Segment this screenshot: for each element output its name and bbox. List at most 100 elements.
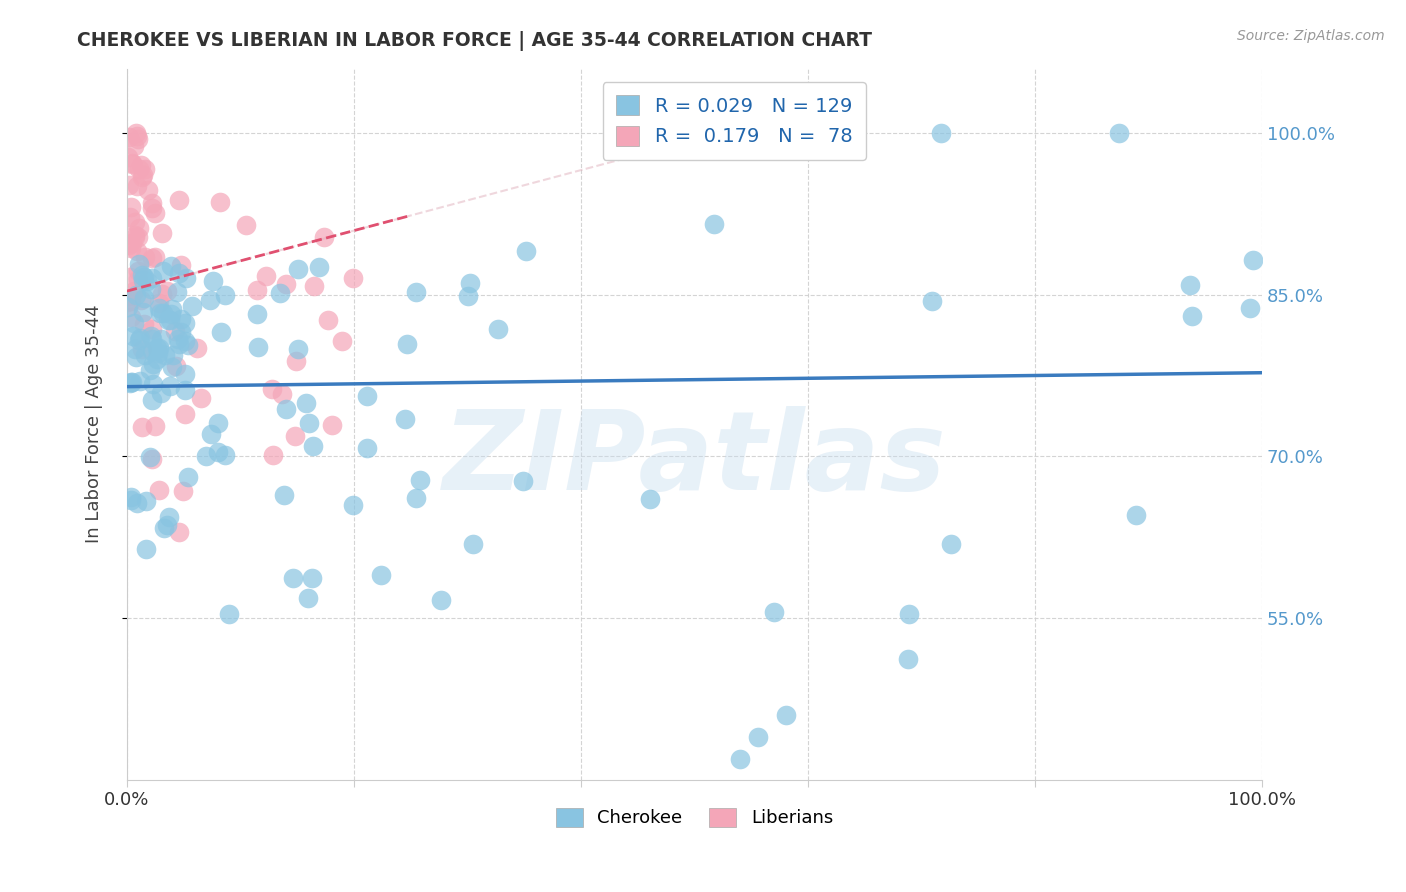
Point	[152, 264, 174, 278]
Point	[141, 328, 163, 343]
Point	[370, 568, 392, 582]
Point	[146, 346, 169, 360]
Point	[118, 269, 141, 284]
Point	[405, 285, 427, 299]
Point	[214, 448, 236, 462]
Point	[141, 271, 163, 285]
Point	[121, 156, 143, 170]
Point	[190, 391, 212, 405]
Point	[141, 393, 163, 408]
Point	[150, 287, 173, 301]
Point	[775, 708, 797, 723]
Point	[141, 202, 163, 216]
Point	[142, 357, 165, 371]
Point	[458, 277, 481, 291]
Point	[177, 470, 200, 484]
Point	[218, 607, 240, 622]
Point	[256, 269, 278, 284]
Point	[121, 236, 143, 251]
Point	[121, 375, 143, 389]
Point	[160, 302, 183, 317]
Point	[316, 313, 339, 327]
Point	[200, 427, 222, 442]
Point	[139, 450, 162, 465]
Point	[124, 230, 146, 244]
Point	[170, 325, 193, 339]
Point	[515, 244, 537, 258]
Point	[120, 200, 142, 214]
Point	[429, 593, 451, 607]
Point	[148, 341, 170, 355]
Point	[1239, 301, 1261, 315]
Point	[395, 336, 418, 351]
Point	[169, 258, 191, 272]
Point	[921, 293, 943, 308]
Point	[198, 293, 221, 307]
Point	[302, 278, 325, 293]
Point	[134, 348, 156, 362]
Point	[1125, 508, 1147, 523]
Point	[167, 193, 190, 207]
Point	[128, 221, 150, 235]
Point	[117, 150, 139, 164]
Point	[939, 537, 962, 551]
Point	[148, 483, 170, 497]
Point	[125, 287, 148, 301]
Point	[312, 230, 335, 244]
Point	[157, 510, 180, 524]
Point	[486, 321, 509, 335]
Point	[246, 340, 269, 354]
Point	[124, 343, 146, 357]
Point	[118, 210, 141, 224]
Point	[156, 285, 179, 299]
Point	[143, 419, 166, 434]
Point	[274, 401, 297, 416]
Point	[208, 194, 231, 209]
Point	[121, 329, 143, 343]
Point	[160, 307, 183, 321]
Point	[141, 283, 163, 297]
Point	[1181, 309, 1204, 323]
Y-axis label: In Labor Force | Age 35-44: In Labor Force | Age 35-44	[86, 305, 103, 543]
Point	[747, 730, 769, 744]
Point	[321, 418, 343, 433]
Point	[125, 178, 148, 193]
Text: CHEROKEE VS LIBERIAN IN LABOR FORCE | AGE 35-44 CORRELATION CHART: CHEROKEE VS LIBERIAN IN LABOR FORCE | AG…	[77, 31, 872, 51]
Point	[153, 521, 176, 535]
Point	[285, 353, 308, 368]
Point	[134, 250, 156, 264]
Point	[156, 518, 179, 533]
Point	[159, 313, 181, 327]
Point	[131, 305, 153, 319]
Point	[118, 130, 141, 145]
Point	[127, 244, 149, 258]
Point	[131, 293, 153, 307]
Point	[142, 376, 165, 391]
Point	[356, 441, 378, 455]
Point	[156, 313, 179, 327]
Point	[160, 260, 183, 274]
Point	[301, 571, 323, 585]
Point	[134, 317, 156, 331]
Point	[143, 250, 166, 264]
Point	[122, 284, 145, 298]
Point	[128, 375, 150, 389]
Point	[152, 305, 174, 319]
Point	[118, 288, 141, 302]
Point	[125, 496, 148, 510]
Point	[121, 492, 143, 507]
Point	[897, 607, 920, 622]
Point	[703, 217, 725, 231]
Point	[128, 333, 150, 347]
Point	[409, 473, 432, 487]
Point	[146, 351, 169, 366]
Point	[195, 449, 218, 463]
Point	[131, 169, 153, 184]
Point	[141, 251, 163, 265]
Point	[127, 132, 149, 146]
Point	[131, 420, 153, 434]
Point	[897, 652, 920, 666]
Point	[136, 274, 159, 288]
Point	[330, 334, 353, 348]
Point	[174, 270, 197, 285]
